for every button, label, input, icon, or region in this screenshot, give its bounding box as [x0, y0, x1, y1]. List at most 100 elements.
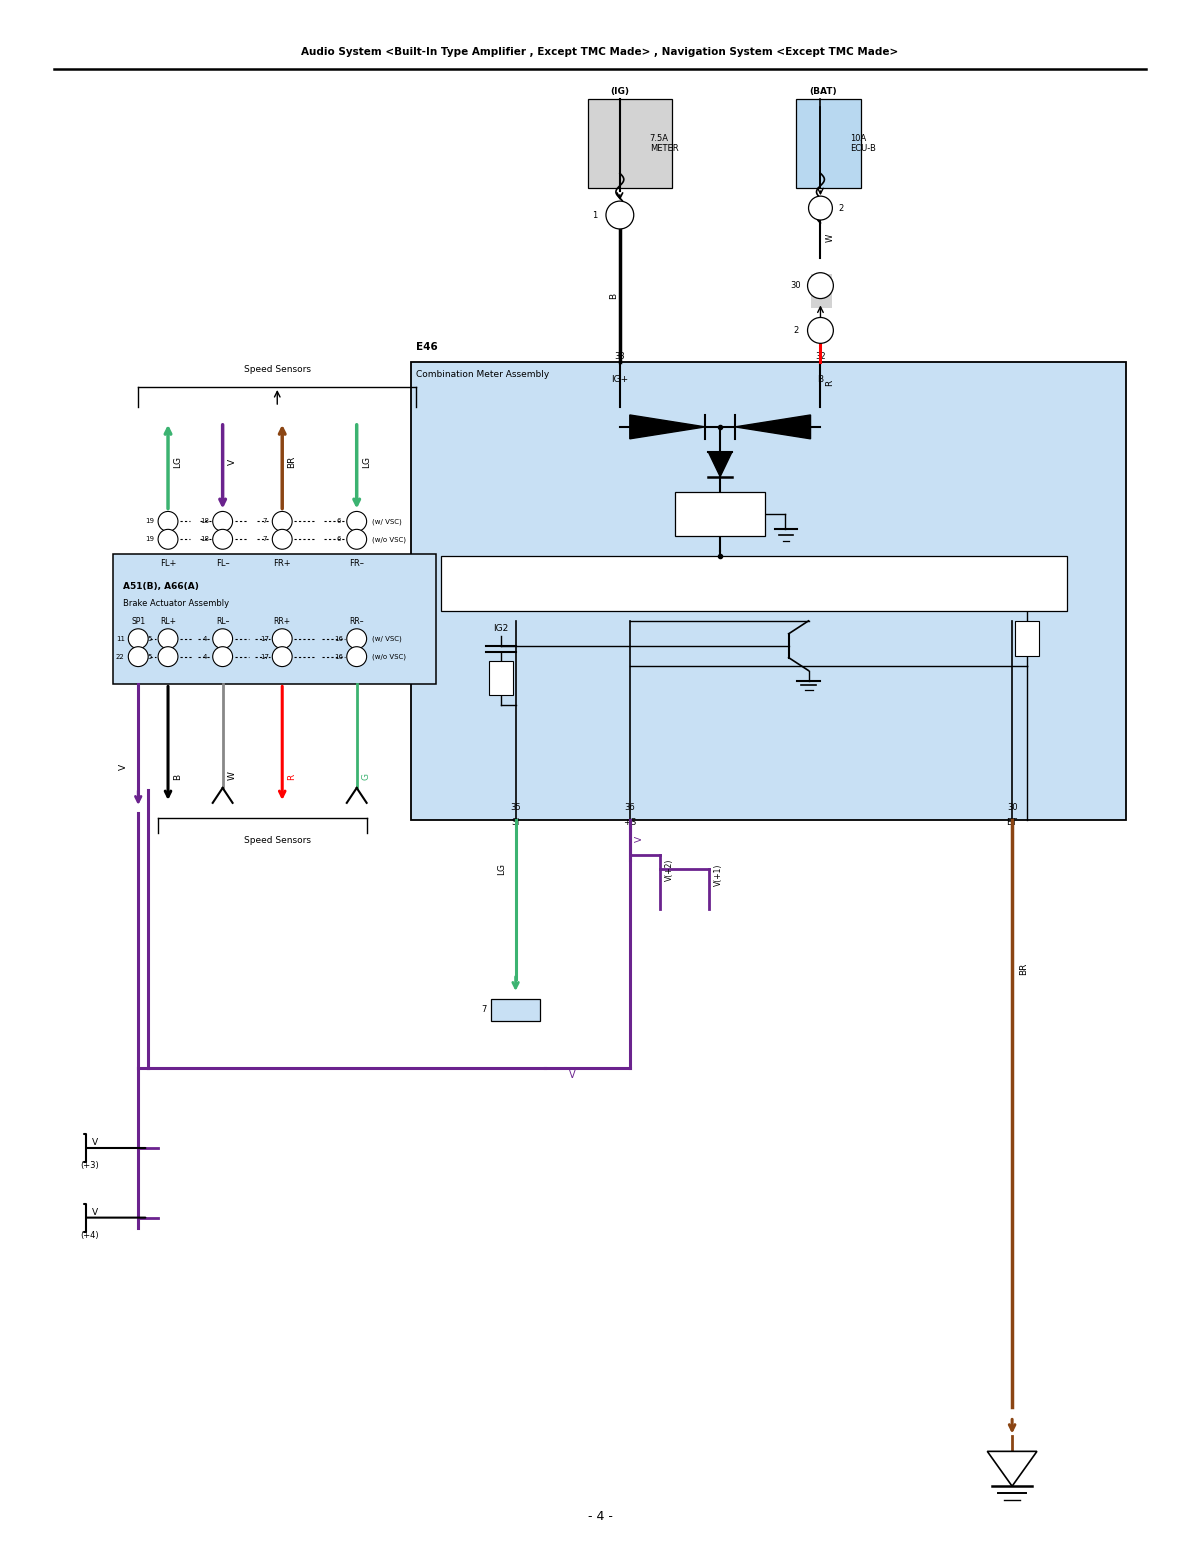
Text: V: V — [635, 836, 643, 842]
Text: IG+: IG+ — [611, 376, 629, 384]
Text: V: V — [92, 1138, 98, 1148]
Text: 17: 17 — [260, 654, 269, 660]
Text: B: B — [280, 654, 284, 658]
Bar — [796, 99, 860, 188]
Text: 2S: 2S — [815, 326, 826, 335]
Text: B: B — [280, 537, 284, 542]
Circle shape — [347, 646, 367, 666]
Text: W: W — [228, 772, 236, 780]
Text: B: B — [173, 773, 182, 780]
Text: BR: BR — [287, 455, 296, 467]
Bar — [488, 660, 512, 696]
Text: Speed Sensors: Speed Sensors — [244, 365, 311, 374]
Text: (BAT): (BAT) — [810, 87, 838, 96]
Text: B: B — [817, 376, 823, 384]
Text: 5: 5 — [148, 654, 152, 660]
Circle shape — [808, 273, 833, 298]
Text: 4: 4 — [203, 654, 206, 660]
Polygon shape — [736, 415, 810, 439]
Text: 1: 1 — [593, 211, 598, 219]
Text: 4: 4 — [203, 635, 206, 641]
Circle shape — [272, 511, 292, 531]
Text: 36: 36 — [624, 803, 635, 812]
Text: 7: 7 — [262, 536, 266, 542]
Text: 19: 19 — [145, 536, 155, 542]
Text: FR–: FR– — [349, 559, 365, 568]
Text: BR: BR — [1019, 963, 1028, 975]
Circle shape — [272, 530, 292, 550]
Text: (w/o VSC): (w/o VSC) — [372, 536, 406, 542]
Text: RL+: RL+ — [160, 617, 176, 626]
Text: A: A — [280, 637, 284, 641]
Text: 6: 6 — [336, 519, 341, 525]
Text: 6: 6 — [336, 536, 341, 542]
Circle shape — [272, 629, 292, 649]
Circle shape — [606, 200, 634, 228]
Text: 2: 2 — [793, 326, 798, 335]
Text: IG2: IG2 — [493, 624, 509, 632]
Circle shape — [347, 511, 367, 531]
Text: B: B — [610, 292, 618, 298]
Circle shape — [212, 511, 233, 531]
Text: RR+: RR+ — [274, 617, 290, 626]
Circle shape — [158, 511, 178, 531]
Text: W: W — [826, 235, 834, 242]
Circle shape — [158, 530, 178, 550]
Text: B: B — [221, 654, 226, 658]
Text: 16: 16 — [335, 654, 343, 660]
Text: B: B — [354, 654, 359, 658]
Circle shape — [347, 629, 367, 649]
Text: 30: 30 — [1007, 803, 1018, 812]
Circle shape — [158, 629, 178, 649]
Circle shape — [128, 646, 148, 666]
Text: (w/o VSC): (w/o VSC) — [372, 654, 406, 660]
Text: B: B — [136, 654, 140, 658]
Circle shape — [212, 629, 233, 649]
Bar — [676, 492, 764, 536]
Text: A: A — [221, 519, 226, 523]
Text: A: A — [166, 519, 170, 523]
Circle shape — [128, 629, 148, 649]
Text: AE10: AE10 — [504, 1005, 528, 1014]
Text: (IG): (IG) — [611, 87, 629, 96]
Bar — [810, 273, 833, 307]
Text: E2: E2 — [1006, 1461, 1019, 1471]
Text: 7: 7 — [481, 1005, 486, 1014]
Text: (w/ VSC): (w/ VSC) — [372, 635, 401, 641]
Bar — [442, 556, 1067, 610]
Text: - 4 -: - 4 - — [588, 1510, 612, 1522]
Bar — [114, 554, 436, 683]
Bar — [491, 999, 540, 1020]
Text: FR+: FR+ — [274, 559, 292, 568]
Text: E46: E46 — [416, 342, 438, 353]
Text: Brake Actuator Assembly: Brake Actuator Assembly — [124, 599, 229, 607]
Text: B: B — [166, 537, 170, 542]
Polygon shape — [708, 452, 732, 477]
Circle shape — [212, 530, 233, 550]
Text: B: B — [221, 537, 226, 542]
Text: 35: 35 — [510, 803, 521, 812]
Text: RR–: RR– — [349, 617, 364, 626]
Text: 30: 30 — [791, 281, 800, 290]
Text: B: B — [166, 654, 170, 658]
Text: LG: LG — [361, 455, 371, 467]
Text: 5: 5 — [148, 635, 152, 641]
Text: Speed Sensors: Speed Sensors — [244, 836, 311, 845]
Text: 18: 18 — [200, 519, 209, 525]
Text: 2: 2 — [839, 203, 844, 213]
Bar — [1015, 621, 1039, 655]
Text: 32: 32 — [815, 353, 826, 362]
Text: (w/ VSC): (w/ VSC) — [372, 519, 401, 525]
Circle shape — [212, 646, 233, 666]
Text: 22: 22 — [116, 654, 125, 660]
Text: V(+1): V(+1) — [714, 863, 724, 887]
Text: V(+2): V(+2) — [665, 859, 673, 882]
Text: 33: 33 — [614, 353, 625, 362]
Text: CPU: CPU — [743, 579, 766, 589]
Polygon shape — [630, 415, 706, 439]
Text: A: A — [221, 637, 226, 641]
Bar — [412, 362, 1127, 820]
Text: Combination Meter Assembly: Combination Meter Assembly — [416, 370, 550, 379]
Text: V: V — [119, 764, 128, 770]
Text: V: V — [569, 1070, 576, 1081]
